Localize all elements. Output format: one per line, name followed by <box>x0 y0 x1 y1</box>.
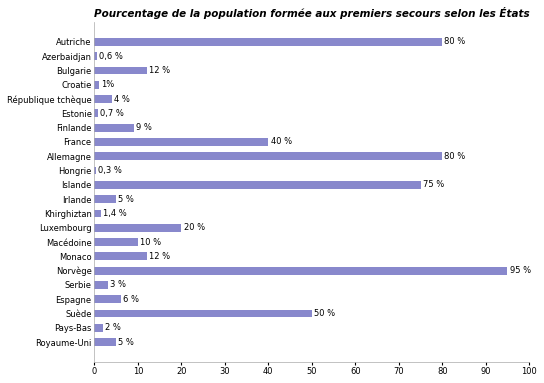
Text: 1%: 1% <box>101 80 114 89</box>
Bar <box>95 324 103 332</box>
Text: 20 %: 20 % <box>183 223 205 232</box>
Bar <box>95 295 121 303</box>
Text: 40 %: 40 % <box>270 137 292 146</box>
Text: 9 %: 9 % <box>136 123 152 132</box>
Bar <box>95 38 442 46</box>
Bar <box>95 338 116 346</box>
Bar <box>95 195 116 203</box>
Text: 12 %: 12 % <box>149 252 170 261</box>
Bar <box>95 67 147 74</box>
Text: 2 %: 2 % <box>106 323 121 332</box>
Bar <box>95 224 181 232</box>
Text: 0,6 %: 0,6 % <box>99 52 123 61</box>
Text: 75 %: 75 % <box>423 180 444 189</box>
Text: 5 %: 5 % <box>119 195 134 204</box>
Bar <box>95 267 508 275</box>
Title: Pourcentage de la population formée aux premiers secours selon les États: Pourcentage de la population formée aux … <box>94 7 530 19</box>
Text: 4 %: 4 % <box>114 95 130 103</box>
Bar <box>95 281 108 289</box>
Text: 80 %: 80 % <box>444 152 466 161</box>
Text: 10 %: 10 % <box>140 237 161 247</box>
Bar <box>95 309 312 318</box>
Bar <box>95 181 421 189</box>
Bar <box>95 124 134 132</box>
Bar <box>95 138 268 146</box>
Text: 3 %: 3 % <box>110 280 126 290</box>
Bar <box>95 95 112 103</box>
Text: 5 %: 5 % <box>119 338 134 347</box>
Text: 1,4 %: 1,4 % <box>103 209 127 218</box>
Bar <box>95 152 442 160</box>
Bar <box>95 110 97 117</box>
Text: 95 %: 95 % <box>510 266 531 275</box>
Bar <box>95 81 99 89</box>
Text: 6 %: 6 % <box>123 295 139 304</box>
Bar <box>95 167 96 175</box>
Text: 0,3 %: 0,3 % <box>98 166 122 175</box>
Bar <box>95 210 101 218</box>
Bar <box>95 52 97 60</box>
Text: 80 %: 80 % <box>444 37 466 46</box>
Text: 0,7 %: 0,7 % <box>100 109 123 118</box>
Text: 12 %: 12 % <box>149 66 170 75</box>
Bar <box>95 252 147 260</box>
Bar <box>95 238 138 246</box>
Text: 50 %: 50 % <box>314 309 335 318</box>
